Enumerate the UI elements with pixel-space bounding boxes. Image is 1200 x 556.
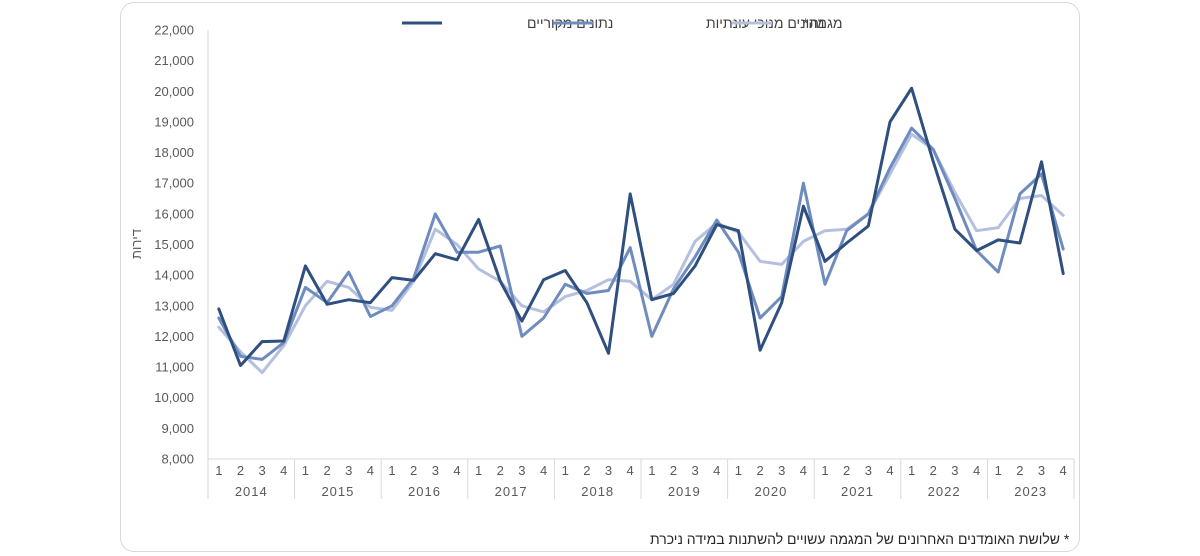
quarter-tick-label: 4 (1060, 463, 1067, 478)
quarter-tick-label: 3 (1038, 463, 1045, 478)
quarter-tick-label: 3 (778, 463, 785, 478)
year-tick-label: 2015 (321, 484, 354, 499)
quarter-tick-label: 1 (908, 463, 915, 478)
quarter-tick-label: 3 (951, 463, 958, 478)
y-tick-label: 8,000 (161, 452, 194, 467)
quarter-tick-label: 2 (237, 463, 244, 478)
quarter-tick-label: 3 (345, 463, 352, 478)
quarter-tick-label: 3 (865, 463, 872, 478)
quarter-tick-label: 3 (259, 463, 266, 478)
quarter-tick-label: 4 (713, 463, 720, 478)
quarter-tick-label: 2 (497, 463, 504, 478)
quarter-tick-label: 2 (670, 463, 677, 478)
y-axis: 8,000 9,000 10,000 11,000 12,000 13,000 14,000… (154, 23, 209, 467)
year-tick-label: 2018 (581, 484, 614, 499)
quarter-tick-label: 3 (518, 463, 525, 478)
y-axis-label: דירות (129, 229, 144, 259)
quarter-tick-label: 1 (388, 463, 395, 478)
y-tick-label: 9,000 (161, 421, 194, 436)
y-tick-label: 21,000 (154, 53, 194, 68)
year-tick-label: 2023 (1014, 484, 1047, 499)
y-tick-label: 20,000 (154, 84, 194, 99)
quarter-tick-label: 4 (886, 463, 893, 478)
y-tick-label: 19,000 (154, 114, 194, 129)
quarter-tick-label: 4 (367, 463, 374, 478)
y-tick-label: 10,000 (154, 390, 194, 405)
quarter-tick-label: 2 (756, 463, 763, 478)
quarter-tick-label: 2 (583, 463, 590, 478)
quarter-tick-label: 3 (692, 463, 699, 478)
year-tick-label: 2017 (495, 484, 528, 499)
y-tick-label: 14,000 (154, 268, 194, 283)
series-line-original (217, 86, 1065, 367)
year-tick-label: 2020 (754, 484, 787, 499)
year-tick-label: 2016 (408, 484, 441, 499)
quarter-tick-label: 1 (475, 463, 482, 478)
y-tick-label: 11,000 (155, 360, 194, 375)
y-tick-label: 17,000 (154, 176, 194, 191)
quarter-tick-label: 3 (432, 463, 439, 478)
y-tick-label: 12,000 (154, 329, 194, 344)
quarter-tick-label: 4 (627, 463, 634, 478)
y-tick-label: 18,000 (154, 145, 194, 160)
y-tick-label: 13,000 (154, 298, 194, 313)
quarter-tick-label: 2 (323, 463, 330, 478)
quarter-tick-label: 1 (735, 463, 742, 478)
footnote: * שלושת האומדנים האחרונים של המגמה עשויי… (650, 531, 1070, 547)
quarter-tick-label: 1 (821, 463, 828, 478)
quarter-tick-label: 2 (843, 463, 850, 478)
quarter-tick-label: 2 (930, 463, 937, 478)
year-tick-label: 2022 (928, 484, 961, 499)
quarter-tick-label: 1 (215, 463, 222, 478)
quarter-tick-label: 1 (648, 463, 655, 478)
quarter-tick-label: 4 (453, 463, 460, 478)
year-tick-label: 2021 (841, 484, 874, 499)
quarter-tick-label: 1 (302, 463, 309, 478)
quarter-tick-label: 2 (1016, 463, 1023, 478)
y-tick-label: 16,000 (154, 206, 194, 221)
chart-frame (120, 2, 1080, 552)
year-tick-label: 2014 (235, 484, 268, 499)
quarter-tick-label: 2 (410, 463, 417, 478)
y-tick-label: 15,000 (154, 237, 194, 252)
series-line-seasonally-adjusted (217, 126, 1065, 361)
year-tick-label: 2019 (668, 484, 701, 499)
y-tick-label: 22,000 (154, 23, 194, 38)
quarter-tick-label: 4 (280, 463, 287, 478)
series-lines (217, 86, 1065, 375)
quarter-tick-label: 3 (605, 463, 612, 478)
quarter-tick-label: 4 (540, 463, 547, 478)
quarter-tick-label: 4 (800, 463, 807, 478)
legend-label: מגמה* (803, 15, 842, 31)
quarter-tick-label: 1 (562, 463, 569, 478)
quarter-tick-label: 1 (995, 463, 1002, 478)
quarter-tick-label: 4 (973, 463, 980, 478)
